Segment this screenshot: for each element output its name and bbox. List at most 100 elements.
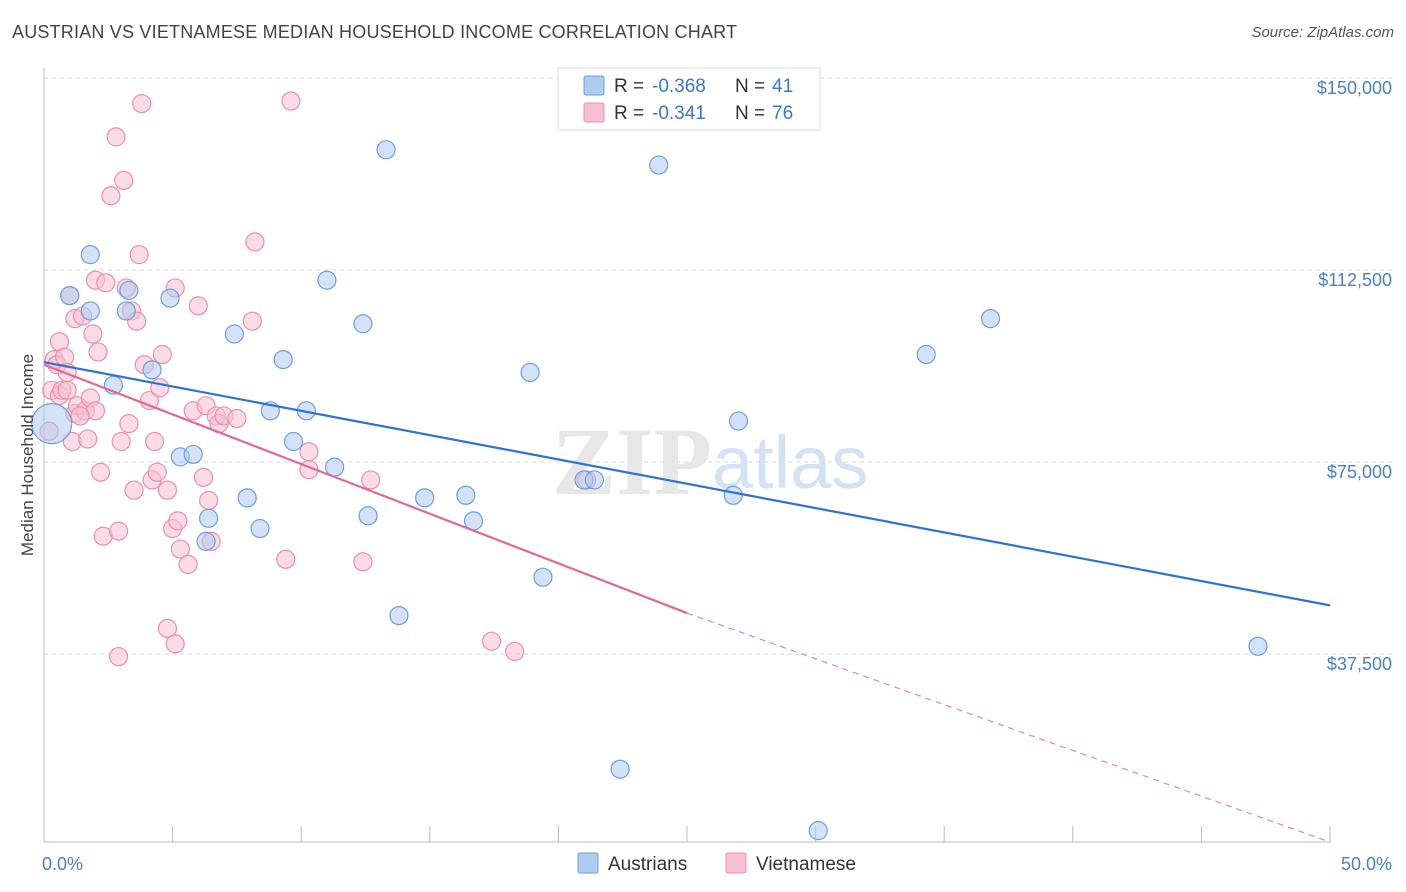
point-austrians-1 [80,245,100,265]
point-vietnamese-62 [281,91,301,111]
bottom-legend-swatch-vietnamese [725,852,747,874]
point-austrians-4 [116,301,136,321]
point-austrians-9 [224,324,244,344]
point-vietnamese-33 [124,480,144,500]
point-vietnamese-67 [157,618,178,639]
point-vietnamese-22 [90,462,111,482]
point-austrians-34 [728,411,749,431]
point-austrians-10 [317,270,337,290]
bottom-legend-austrians: Austrians [608,854,687,875]
legend-vietnamese-r-value: -0.341 [652,103,706,124]
point-austrians-5 [80,301,100,321]
point-vietnamese-27 [108,521,129,541]
point-austrians-16 [283,431,304,452]
legend-vietnamese-n-value: 76 [772,103,793,124]
point-vietnamese-25 [101,186,121,206]
y-tick-label-0: $37,500 [1327,654,1392,674]
point-vietnamese-35 [129,245,149,265]
point-austrians-38 [1248,636,1268,656]
point-austrians-35 [723,485,743,505]
point-vietnamese-26 [106,127,126,147]
legend-swatch-austrians [583,75,605,96]
series-austrians-points [31,140,1268,841]
point-austrians-23 [250,518,270,539]
point-vietnamese-41 [147,462,167,482]
point-vietnamese-60 [242,311,262,331]
point-vietnamese-70 [481,631,502,651]
trend-line-vietnamese [43,363,688,615]
watermark: ZIP atlas [552,408,868,515]
bottom-legend: Austrians Vietnamese [577,852,856,875]
point-austrians-37 [980,309,1001,329]
x-tick-label-0: 0.0% [42,854,83,874]
point-vietnamese-28 [111,431,131,452]
point-vietnamese-73 [70,406,90,426]
point-austrians-32 [610,759,630,779]
legend-austrians-r-label: R = [614,76,644,97]
point-vietnamese-54 [199,490,219,510]
point-austrians-3 [119,280,139,301]
point-austrians-6 [160,288,180,308]
bottom-legend-vietnamese: Vietnamese [756,854,856,875]
point-austrians-21 [199,508,219,528]
series-vietnamese-points [39,91,597,667]
point-vietnamese-42 [150,378,170,398]
point-vietnamese-24 [96,273,116,293]
point-vietnamese-36 [132,93,152,114]
point-austrians-2 [60,286,80,306]
point-vietnamese-29 [114,170,134,190]
point-vietnamese-18 [83,324,103,344]
point-vietnamese-43 [152,344,172,365]
point-vietnamese-51 [188,296,208,316]
point-austrians-36 [916,344,936,365]
point-austrians-28 [520,362,540,382]
chart-title: AUSTRIAN VS VIETNAMESE MEDIAN HOUSEHOLD … [12,22,738,42]
point-austrians-13 [273,350,293,370]
point-vietnamese-38 [139,390,160,411]
legend: R = -0.368 N = 41 R = -0.341 N = 76 [557,67,821,131]
axes [43,68,1331,843]
y-axis-label: Median Household Income [18,354,37,556]
point-vietnamese-31 [119,414,139,434]
point-austrians-19 [183,444,203,464]
point-austrians-12 [353,314,373,334]
point-vietnamese-65 [353,552,373,572]
point-vietnamese-75 [227,408,247,429]
point-austrians-29 [533,567,553,587]
point-austrians-8 [142,360,162,380]
point-vietnamese-48 [170,539,190,559]
bottom-legend-swatch-austrians [577,852,599,874]
point-austrians-20 [237,488,257,508]
y-tick-label-1: $75,000 [1327,462,1392,482]
point-vietnamese-52 [193,467,214,487]
point-austrians-26 [456,485,476,505]
legend-vietnamese-r-label: R = [614,103,644,124]
tick-labels: $37,500 $75,000 $112,500 $150,000 0.0% 50.0% [42,78,1392,874]
grid-lines [44,77,1392,655]
legend-austrians-n-label: N = [735,76,765,97]
point-vietnamese-59 [245,232,265,252]
point-vietnamese-69 [108,646,129,667]
point-vietnamese-44 [157,480,178,500]
point-vietnamese-66 [361,470,381,490]
point-vietnamese-71 [505,641,525,662]
point-austrians-33 [649,155,669,175]
point-austrians-11 [376,140,396,160]
trend-lines [43,361,1331,843]
watermark-zip: ZIP [552,408,712,515]
legend-austrians-n-value: 41 [772,76,793,97]
trend-line-austrians [43,361,1331,607]
point-austrians-24 [358,506,378,526]
point-vietnamese-21 [88,342,108,362]
legend-swatch-vietnamese [583,102,605,123]
point-vietnamese-68 [165,634,185,654]
point-austrians-40 [584,470,605,490]
legend-vietnamese-n-label: N = [735,103,765,124]
point-vietnamese-47 [168,511,188,531]
x-tick-label-1: 50.0% [1341,854,1392,874]
point-vietnamese-61 [276,549,296,569]
legend-austrians-r-value: -0.368 [652,76,706,97]
point-vietnamese-16 [78,429,98,449]
trend-line-vietnamese-extrapolated [686,612,1331,843]
